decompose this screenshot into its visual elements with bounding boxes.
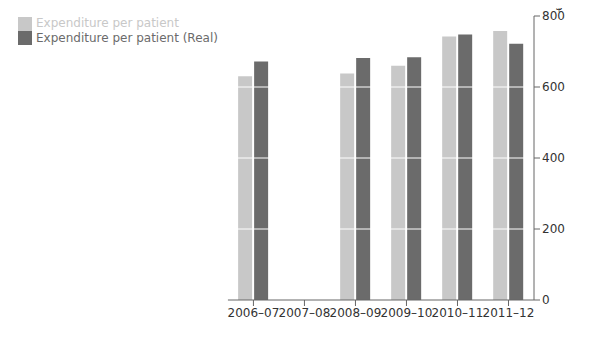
svg-text:600: 600	[542, 80, 565, 94]
svg-text:2008–09: 2008–09	[330, 306, 382, 320]
svg-text:2010–11: 2010–11	[432, 306, 484, 320]
svg-text:400: 400	[542, 151, 565, 165]
svg-text:2007–08: 2007–08	[279, 306, 331, 320]
html-text:Expenditure per patient (Real): Expenditure per patient (Real)	[36, 30, 218, 45]
svg-text:2006–07: 2006–07	[228, 306, 280, 320]
html-text:Expenditure per patient: Expenditure per patient	[36, 16, 179, 30]
svg-text:0: 0	[542, 293, 550, 307]
svg-text:2009–10: 2009–10	[381, 306, 433, 320]
svg-text:200: 200	[542, 222, 565, 236]
svg-text:2011–12: 2011–12	[483, 306, 535, 320]
svg-text:$: $	[555, 8, 563, 13]
svg-text:800: 800	[542, 9, 565, 24]
